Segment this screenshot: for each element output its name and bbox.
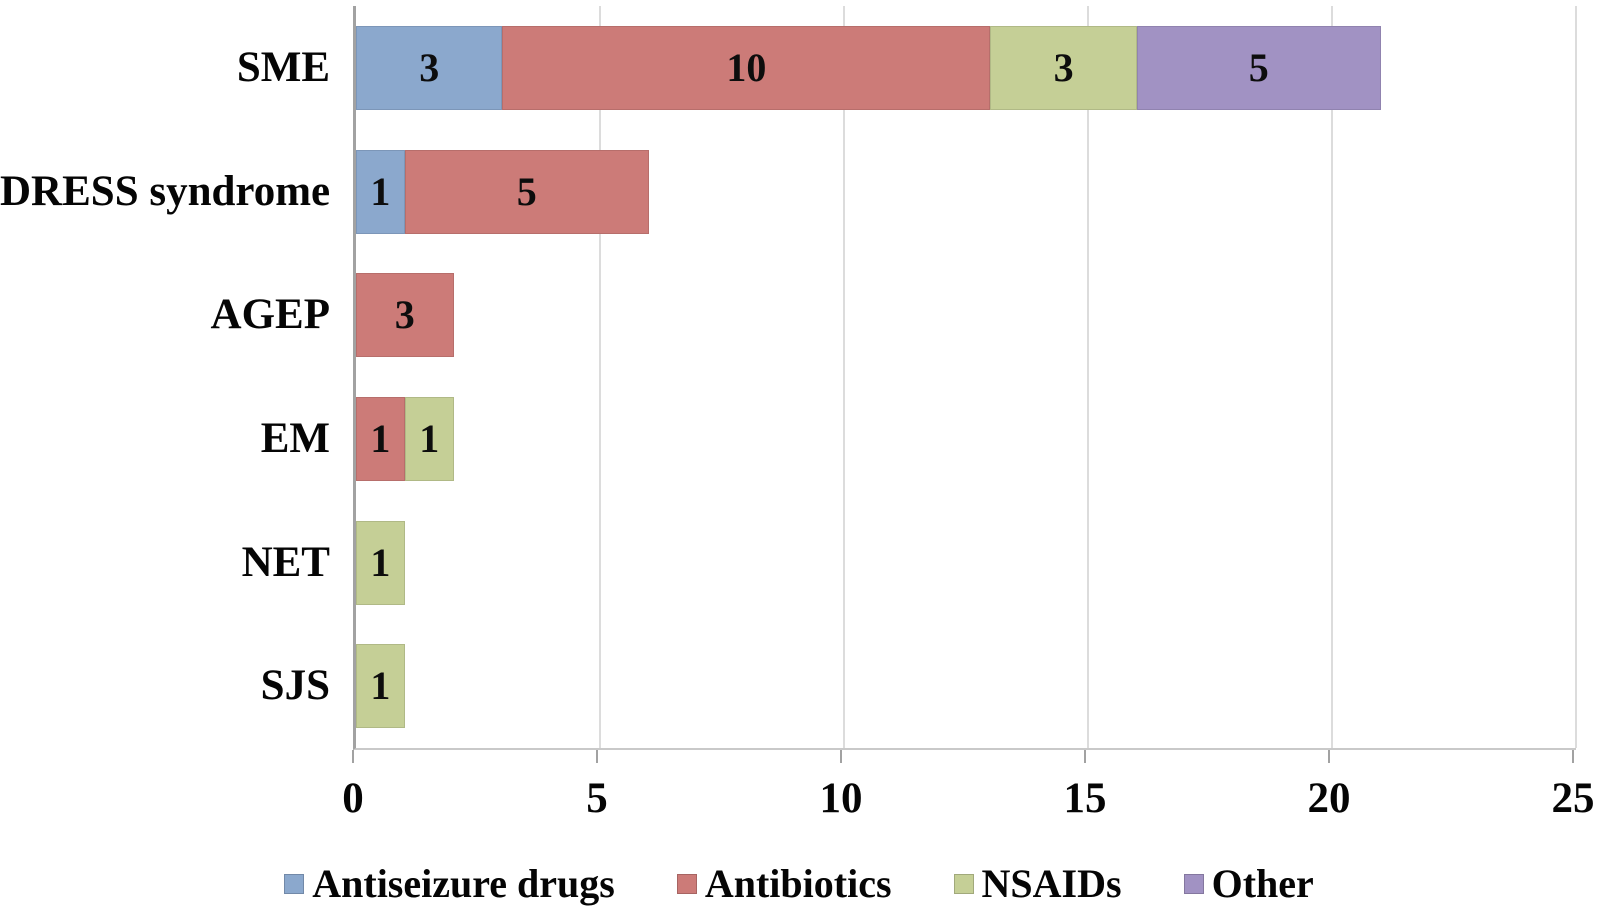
legend-label: NSAIDs	[981, 861, 1122, 906]
legend-item: Antibiotics	[676, 861, 892, 906]
x-tick-label: 25	[1551, 775, 1595, 822]
legend-swatch-icon	[953, 874, 974, 894]
bar-segment-label: 3	[394, 292, 415, 338]
bar-segment: 1	[356, 644, 405, 729]
bar-segment-label: 3	[1053, 44, 1074, 90]
bar-segment-label: 10	[726, 44, 767, 90]
bar-segment: 1	[356, 149, 405, 234]
legend-label: Other	[1211, 861, 1314, 906]
category-label: AGEP	[210, 291, 330, 339]
category-label: DRESS syndrome	[0, 167, 331, 215]
gridline	[599, 6, 601, 748]
x-tick-mark	[1328, 750, 1330, 763]
bar-segment-label: 1	[370, 539, 391, 585]
bar-segment-label: 1	[370, 415, 391, 461]
x-tick-mark	[1084, 750, 1086, 763]
gridline	[1087, 6, 1089, 748]
legend: Antiseizure drugs Antibiotics NSAIDs Other	[0, 856, 1598, 912]
bar-row: 1	[356, 644, 1576, 729]
bar-segment-label: 5	[1248, 44, 1269, 90]
bar-segment-label: 3	[419, 44, 440, 90]
bar-segment-label: 5	[516, 168, 537, 214]
bar-segment: 3	[356, 25, 503, 110]
plot-area: 3 10 3 5 1 5 3 1 1 1 1	[353, 6, 1577, 750]
bar-segment: 3	[990, 25, 1137, 110]
bar-row: 1	[356, 520, 1576, 605]
bar-segment: 1	[404, 396, 454, 481]
gridline	[843, 6, 845, 748]
legend-item: Other	[1183, 861, 1314, 906]
bar-segment-label: 1	[370, 168, 391, 214]
legend-item: Antiseizure drugs	[284, 864, 615, 904]
legend-label: Antibiotics	[704, 861, 892, 906]
legend-item: NSAIDs	[953, 861, 1122, 906]
x-tick-mark	[840, 750, 842, 763]
x-tick-mark	[352, 750, 354, 763]
x-tick-label: 0	[342, 775, 364, 822]
x-tick-mark	[1572, 750, 1574, 763]
bar-segment: 10	[502, 25, 991, 110]
x-tick-label: 5	[586, 775, 608, 822]
category-label: SJS	[260, 662, 330, 710]
bar-segment: 5	[1136, 25, 1381, 110]
bar-segment: 1	[356, 520, 405, 605]
bar-segment-label: 1	[370, 663, 391, 709]
bar-segment: 5	[404, 149, 649, 234]
legend-swatch-icon	[1183, 874, 1204, 894]
gridline	[1575, 6, 1577, 748]
bar-row: 3 10 3 5	[356, 25, 1576, 110]
legend-swatch-icon	[676, 874, 697, 894]
x-tick-label: 10	[819, 775, 863, 822]
bar-row: 3	[356, 273, 1576, 358]
legend-swatch-icon	[284, 874, 305, 894]
bar-segment-label: 1	[419, 415, 440, 461]
legend-label: Antiseizure drugs	[312, 861, 615, 906]
x-tick-mark	[596, 750, 598, 763]
category-label: NET	[241, 538, 330, 586]
bar-segment: 3	[356, 273, 454, 358]
gridline	[1331, 6, 1333, 748]
category-label: SME	[236, 43, 330, 91]
category-label: EM	[260, 414, 330, 462]
x-tick-label: 20	[1307, 775, 1351, 822]
x-tick-label: 15	[1063, 775, 1107, 822]
bar-segment: 1	[356, 396, 405, 481]
